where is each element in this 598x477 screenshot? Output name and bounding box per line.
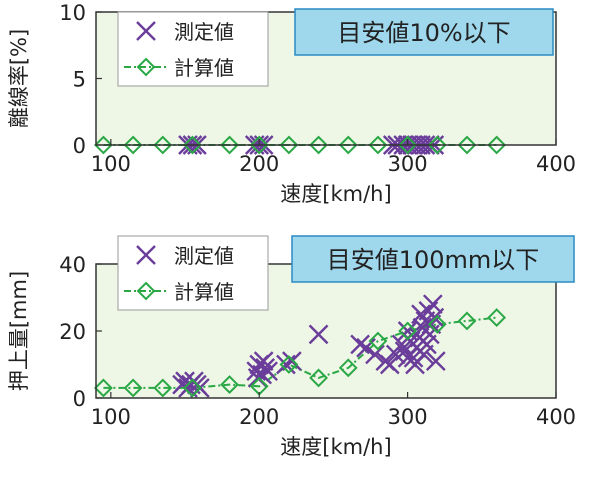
target-annotation-box bbox=[294, 8, 554, 56]
calculated-point bbox=[309, 368, 328, 388]
x-tick-label: 100 bbox=[91, 405, 131, 429]
calculated-point bbox=[338, 135, 358, 155]
x-tick-label: 400 bbox=[536, 405, 576, 429]
x-tick-label: 200 bbox=[239, 152, 279, 176]
calculated-point bbox=[338, 358, 358, 378]
measured-point bbox=[253, 351, 274, 371]
y-tick-label: 0 bbox=[73, 387, 86, 411]
legend-label-measured: 測定値 bbox=[174, 20, 234, 44]
calculated-point bbox=[427, 314, 447, 334]
measured-point bbox=[425, 351, 446, 371]
legend-box bbox=[117, 11, 269, 87]
measured-point bbox=[350, 334, 370, 355]
measured-point bbox=[397, 347, 418, 368]
chart-uplift: 100 200 300 400 0 20 40 押上量[mm] 速度[km/h] 測定値 計… bbox=[7, 235, 576, 459]
y-tick-label: 0 bbox=[73, 134, 86, 158]
x-axis-label: 速度[km/h] bbox=[280, 182, 391, 206]
calculated-point bbox=[183, 135, 202, 155]
calculated-point bbox=[487, 135, 507, 155]
target-annotation-text: 目安値10%以下 bbox=[337, 19, 510, 47]
measured-point bbox=[365, 344, 385, 365]
calculated-point bbox=[368, 331, 388, 351]
calculated-point bbox=[427, 135, 447, 155]
legend-marker-measured bbox=[136, 21, 156, 41]
legend-label-measured: 測定値 bbox=[174, 244, 234, 268]
target-annotation-box bbox=[291, 235, 575, 283]
y-axis-label: 押上量[mm] bbox=[7, 271, 31, 391]
measured-point bbox=[411, 304, 431, 325]
calculated-point bbox=[94, 378, 113, 398]
calculated-point bbox=[94, 135, 113, 155]
measured-point bbox=[175, 371, 195, 392]
calculated-point bbox=[279, 355, 299, 374]
target-annotation-text: 目安値100mm以下 bbox=[327, 246, 540, 274]
calculated-point bbox=[279, 135, 299, 155]
measured-point bbox=[258, 361, 278, 382]
calculated-point bbox=[249, 135, 269, 155]
y-tick-label: 10 bbox=[59, 1, 86, 25]
y-tick-label: 5 bbox=[73, 68, 86, 92]
legend-label-calculated: 計算値 bbox=[174, 56, 234, 80]
measured-point bbox=[356, 337, 376, 358]
measured-point bbox=[282, 351, 302, 371]
calculated-point bbox=[153, 378, 173, 398]
measured-point bbox=[424, 307, 445, 328]
measured-point bbox=[308, 324, 329, 345]
calculated-point bbox=[153, 135, 173, 155]
x-axis-label: 速度[km/h] bbox=[280, 435, 391, 459]
legend-marker-calculated bbox=[136, 57, 156, 77]
x-tick-label: 100 bbox=[91, 152, 131, 176]
legend-box bbox=[117, 235, 269, 311]
calculated-point bbox=[398, 135, 418, 155]
calculated-point bbox=[368, 135, 388, 155]
calculated-point bbox=[123, 378, 143, 398]
calculated-point bbox=[220, 375, 239, 395]
y-tick-label: 40 bbox=[59, 253, 86, 277]
legend: 測定値 計算値 bbox=[117, 11, 269, 87]
legend-label-calculated: 計算値 bbox=[174, 280, 234, 304]
calculated-series-line bbox=[103, 316, 497, 389]
legend: 測定値 計算値 bbox=[117, 235, 269, 311]
x-tick-label: 200 bbox=[239, 405, 279, 429]
calculated-point bbox=[487, 308, 507, 328]
chart-offline-rate: 100 200 300 400 0 5 10 離線率[%] 速度[km/h] 測定値 計算値… bbox=[7, 1, 576, 206]
calculated-point bbox=[457, 311, 477, 331]
y-tick-label: 20 bbox=[59, 320, 86, 344]
x-tick-label: 300 bbox=[388, 152, 428, 176]
calculated-point bbox=[183, 378, 202, 398]
x-tick-label: 400 bbox=[536, 152, 576, 176]
y-axis-label: 離線率[%] bbox=[7, 29, 31, 128]
x-tick-label: 300 bbox=[388, 405, 428, 429]
legend-marker-calculated bbox=[136, 281, 156, 301]
calculated-point bbox=[220, 135, 239, 155]
calculated-point bbox=[398, 321, 418, 341]
calculated-point bbox=[457, 135, 477, 155]
calculated-point bbox=[309, 135, 328, 155]
legend-marker-measured bbox=[136, 245, 156, 265]
calculated-point bbox=[123, 135, 143, 155]
